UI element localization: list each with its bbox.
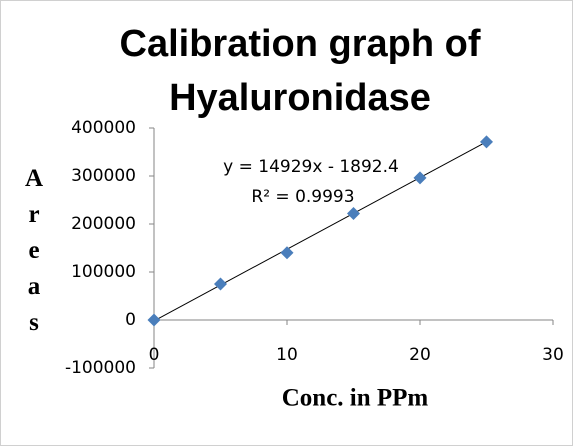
chart-title: Calibration graph of <box>120 23 481 65</box>
data-point <box>480 135 493 149</box>
y-axis-label: Areas <box>21 165 48 345</box>
chart-title: Hyaluronidase <box>169 77 431 119</box>
data-point <box>347 206 360 220</box>
x-tick-label: 20 <box>409 345 431 365</box>
trendline-equation: y = 14929x - 1892.4 <box>223 157 399 177</box>
data-point <box>147 313 161 327</box>
r-squared: R² = 0.9993 <box>251 187 354 207</box>
y-tick-label: 400000 <box>71 118 136 138</box>
x-tick-label: 30 <box>542 345 564 365</box>
x-tick-label: 0 <box>149 345 160 365</box>
x-axis-label: Conc. in PPm <box>282 385 429 412</box>
y-tick-label: 0 <box>125 310 136 330</box>
data-point <box>280 246 294 260</box>
y-tick-label: 200000 <box>71 214 136 234</box>
y-tick-label: -100000 <box>65 358 136 378</box>
data-point <box>214 277 227 291</box>
trendline <box>153 141 487 322</box>
y-tick-label: 300000 <box>71 166 136 186</box>
y-tick-label: 100000 <box>71 262 136 282</box>
x-tick-label: 10 <box>276 345 298 365</box>
data-point <box>413 171 427 185</box>
